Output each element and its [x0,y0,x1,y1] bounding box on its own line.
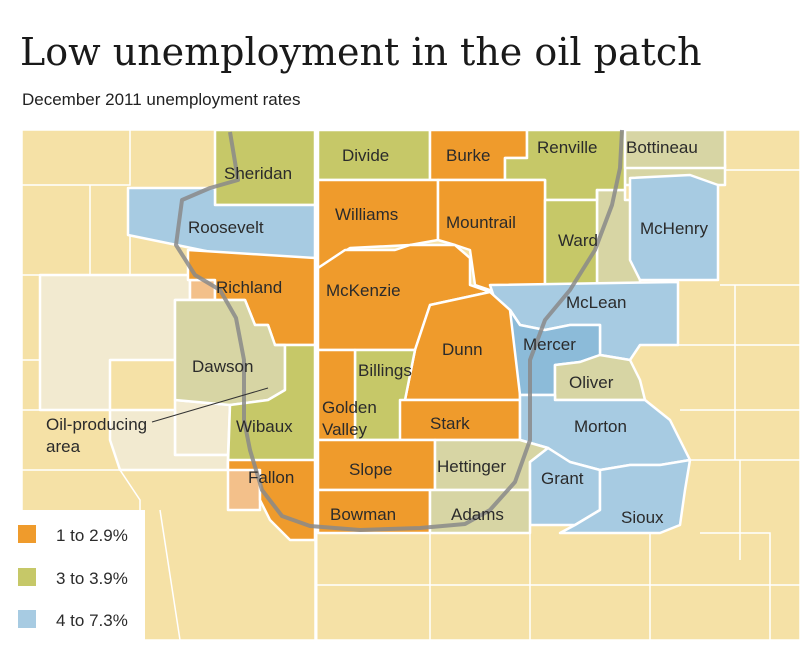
county-label: Morton [574,417,627,436]
legend-label: 4 to 7.3% [56,611,128,630]
legend-swatch-range-3 [18,610,36,628]
county-sioux [558,458,692,535]
county-label: Sheridan [224,164,292,183]
county-label: Sioux [621,508,664,527]
county-label: McHenry [640,219,709,238]
county-label: Roosevelt [188,218,264,237]
county-bottineau [623,128,727,170]
county-label: Dawson [192,357,253,376]
oil-area-leader-line [151,387,269,423]
golden-valley-line1: Golden [322,398,377,417]
county-label: Fallon [248,468,294,487]
county-label: McKenzie [326,281,401,300]
county-label: Mountrail [446,213,516,232]
legend-label: 3 to 3.9% [56,569,128,588]
county-label: Adams [451,505,504,524]
county-label: Burke [446,146,490,165]
county-label: Billings [358,361,412,380]
county-label: Williams [335,205,398,224]
county-label: Oliver [569,373,614,392]
legend-label: 1 to 2.9% [56,526,128,545]
county-label: Dunn [442,340,483,359]
county-label: Stark [430,414,470,433]
county-mchenry [628,173,720,282]
county-label: Ward [558,231,598,250]
county-label: Grant [541,469,584,488]
county-label: Slope [349,460,392,479]
legend-swatch-range-1 [18,525,36,543]
county-label: Golden Valley [322,398,382,439]
county-label: Bottineau [626,138,698,157]
county-label: Richland [216,278,282,297]
county-label: McLean [566,293,626,312]
golden-valley-line2: Valley [322,420,368,439]
county-labels: Sheridan Roosevelt Richland Dawson Wibau… [188,138,709,527]
county-label: Renville [537,138,597,157]
map-subtitle: December 2011 unemployment rates [22,90,301,109]
county-ward [543,188,599,287]
legend-swatch-range-2 [18,568,36,586]
oil-producing-area-outline [174,129,624,532]
map-title: Low unemployment in the oil patch [20,30,702,74]
county-label: Hettinger [437,457,506,476]
county-label: Wibaux [236,417,293,436]
county-adams [428,488,532,535]
oil-area-label-line2: area [46,437,81,456]
legend: 1 to 2.9% 3 to 3.9% 4 to 7.3% [0,510,145,653]
county-label: Divide [342,146,389,165]
oil-area-label: Oil-producing area [46,415,152,456]
county-label: Bowman [330,505,396,524]
oil-area-label-line1: Oil-producing [46,415,147,434]
county-label: Mercer [523,335,576,354]
